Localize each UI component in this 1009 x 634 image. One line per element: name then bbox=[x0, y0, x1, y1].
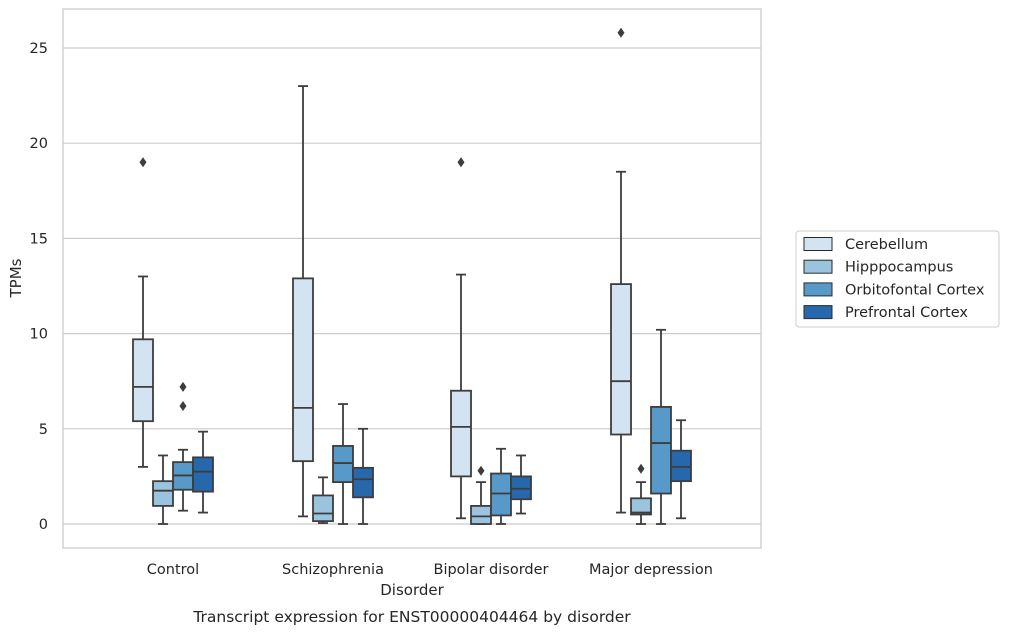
legend-frame bbox=[795, 230, 1000, 328]
legend-swatch bbox=[803, 282, 833, 297]
x-axis-label: Disorder bbox=[380, 581, 444, 599]
legend-swatch bbox=[803, 259, 833, 274]
outlier-point bbox=[179, 400, 187, 411]
outlier-point bbox=[139, 157, 147, 168]
plot-area-frame bbox=[62, 8, 762, 549]
box-body bbox=[312, 494, 334, 523]
box bbox=[352, 427, 374, 525]
box-body bbox=[510, 475, 532, 501]
box bbox=[292, 85, 314, 518]
box bbox=[332, 403, 354, 525]
box bbox=[510, 454, 532, 515]
outlier-point bbox=[477, 465, 485, 476]
legend-label: Prefrontal Cortex bbox=[845, 305, 968, 321]
box bbox=[172, 381, 194, 512]
box-body bbox=[152, 480, 174, 507]
box bbox=[450, 157, 472, 520]
y-axis-label: TPMs bbox=[7, 258, 25, 298]
box-body bbox=[450, 389, 472, 478]
y-tick-label: 15 bbox=[30, 231, 48, 247]
outlier-point bbox=[617, 27, 625, 38]
box-body bbox=[670, 449, 692, 483]
box-body bbox=[630, 497, 652, 516]
box-body bbox=[132, 338, 154, 423]
outlier-point bbox=[179, 381, 187, 392]
outlier-point bbox=[457, 157, 465, 168]
box bbox=[152, 454, 174, 525]
box bbox=[630, 463, 652, 525]
legend-swatch bbox=[803, 237, 833, 251]
legend-label: Orbitofontal Cortex bbox=[845, 282, 985, 298]
box-body bbox=[650, 406, 672, 495]
box-body bbox=[470, 505, 492, 525]
x-tick-label: Control bbox=[147, 562, 199, 578]
box-series bbox=[132, 27, 692, 525]
box bbox=[312, 476, 334, 524]
box bbox=[670, 419, 692, 520]
box-body bbox=[490, 472, 512, 517]
y-tick-label: 20 bbox=[30, 136, 48, 152]
outlier-point bbox=[637, 463, 645, 474]
x-tick-labels: Control Schizophrenia Bipolar disorder Majo… bbox=[147, 562, 713, 578]
y-tick-label: 0 bbox=[39, 517, 48, 533]
y-tick-labels: 0 5 10 15 20 25 bbox=[30, 41, 48, 533]
box-body bbox=[292, 277, 314, 463]
box-body bbox=[352, 466, 374, 499]
y-tick-label: 5 bbox=[39, 422, 48, 438]
x-tick-label: Bipolar disorder bbox=[434, 562, 549, 578]
box bbox=[650, 328, 672, 525]
box bbox=[470, 465, 492, 525]
box-body bbox=[192, 456, 214, 493]
legend-label: Cerebellum bbox=[845, 237, 928, 253]
box-body bbox=[332, 445, 354, 484]
legend: Cerebellum Hipppocampus Orbitofontal Corte… bbox=[795, 230, 1000, 328]
box bbox=[132, 157, 154, 468]
box bbox=[192, 430, 214, 514]
x-tick-label: Schizophrenia bbox=[282, 562, 384, 578]
y-tick-label: 25 bbox=[30, 41, 48, 57]
y-tick-label: 10 bbox=[30, 327, 48, 343]
legend-label: Hipppocampus bbox=[845, 260, 953, 276]
box bbox=[490, 447, 512, 525]
box bbox=[610, 27, 632, 514]
x-tick-label: Major depression bbox=[589, 562, 713, 578]
legend-swatch bbox=[803, 305, 833, 320]
chart-caption: Transcript expression for ENST0000040446… bbox=[192, 608, 631, 626]
box-body bbox=[610, 283, 632, 436]
